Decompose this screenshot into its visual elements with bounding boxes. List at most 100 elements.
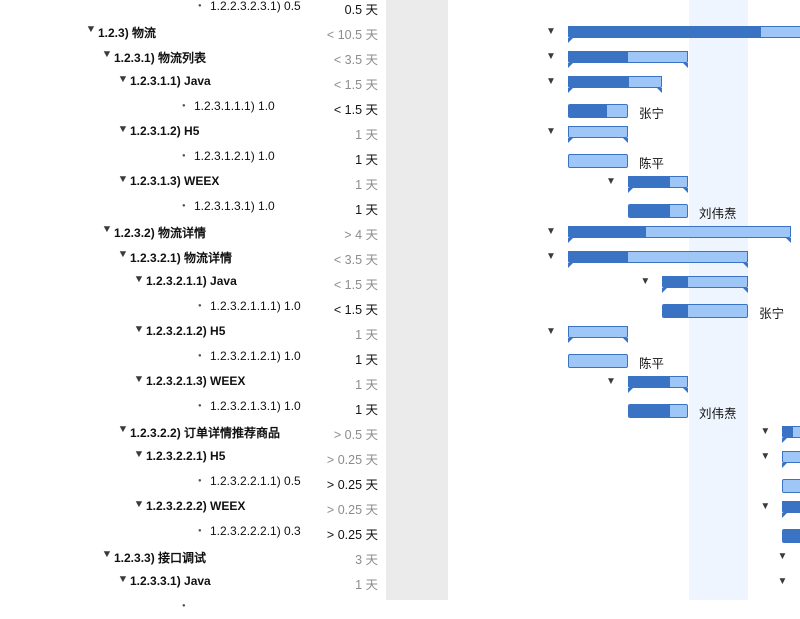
gantt-task-bar[interactable] <box>782 479 800 493</box>
outline-group-row[interactable]: ▼ 1.2.3.2.2.2) WEEX > 0.25 天 <box>0 494 386 519</box>
gantt-collapse-icon[interactable]: ▼ <box>760 426 771 437</box>
task-title[interactable]: 1.2.3) 物流 <box>98 26 157 40</box>
task-duration[interactable]: < 1.5 天 <box>333 78 378 92</box>
outline-task-row[interactable]: ● 1.2.3.2.1.3.1) 1.0 1 天 <box>0 394 386 419</box>
gantt-summary-bar[interactable] <box>782 451 800 463</box>
outline-group-row[interactable]: ▼ 1.2.3.1) 物流列表 < 3.5 天 <box>0 44 386 69</box>
outline-task-row[interactable]: ● 1.2.3.2.2.2.1) 0.3 > 0.25 天 <box>0 519 386 544</box>
task-duration[interactable]: 1 天 <box>355 203 378 217</box>
outline-group-row[interactable]: ▼ 1.2.3.2.1.3) WEEX 1 天 <box>0 369 386 394</box>
task-duration[interactable]: 0.5 天 <box>344 3 378 17</box>
outline-task-row[interactable]: ● <box>0 594 386 619</box>
gantt-collapse-icon[interactable]: ▼ <box>546 326 556 337</box>
gantt-collapse-icon[interactable]: ▼ <box>777 576 788 587</box>
disclosure-triangle-icon[interactable]: ▼ <box>133 374 145 385</box>
task-duration[interactable]: 1 天 <box>355 353 378 367</box>
disclosure-triangle-icon[interactable]: ▼ <box>85 24 97 35</box>
disclosure-triangle-icon[interactable]: ▼ <box>117 574 129 585</box>
outline-group-row[interactable]: ▼ 1.2.3.2.1.1) Java < 1.5 天 <box>0 269 386 294</box>
task-title[interactable]: 1.2.3.2.2.1.1) 0.5 <box>210 474 301 488</box>
gantt-task-bar[interactable] <box>568 154 629 168</box>
gantt-collapse-icon[interactable]: ▼ <box>546 226 556 237</box>
gantt-summary-bar[interactable] <box>628 176 689 188</box>
task-duration[interactable]: 1 天 <box>355 128 378 142</box>
task-title[interactable]: 1.2.3.1.1) Java <box>130 74 211 88</box>
outline-task-row[interactable]: ● 1.2.3.2.1.2.1) 1.0 1 天 <box>0 344 386 369</box>
task-title[interactable]: 1.2.3.2.1.2) H5 <box>146 324 226 338</box>
task-title[interactable]: 1.2.3.2.1.1) Java <box>146 274 237 288</box>
disclosure-triangle-icon[interactable]: ▼ <box>117 74 129 85</box>
task-title[interactable]: 1.2.3.2) 物流详情 <box>114 226 207 240</box>
pane-divider[interactable] <box>386 0 448 600</box>
outline-task-row[interactable]: ● 1.2.3.1.2.1) 1.0 1 天 <box>0 144 386 169</box>
gantt-collapse-icon[interactable]: ▼ <box>760 451 771 462</box>
task-title[interactable]: 1.2.3.2.2.2) WEEX <box>146 499 246 513</box>
task-duration[interactable]: > 0.25 天 <box>326 453 378 467</box>
disclosure-triangle-icon[interactable]: ▼ <box>117 174 129 185</box>
disclosure-triangle-icon[interactable]: ▼ <box>101 549 113 560</box>
task-duration[interactable]: < 10.5 天 <box>326 28 378 42</box>
outline-group-row[interactable]: ▼ 1.2.3.2.1) 物流详情 < 3.5 天 <box>0 244 386 269</box>
task-title[interactable]: 1.2.3.1.2.1) 1.0 <box>194 149 275 163</box>
disclosure-triangle-icon[interactable]: ▼ <box>133 449 145 460</box>
gantt-summary-bar[interactable] <box>568 26 800 38</box>
outline-task-row[interactable]: ● 1.2.3.2.2.1.1) 0.5 > 0.25 天 <box>0 469 386 494</box>
gantt-summary-bar[interactable] <box>662 276 749 288</box>
task-title[interactable]: 1.2.3.2.1) 物流详情 <box>130 251 233 265</box>
outline-task-row[interactable]: ● 1.2.3.1.3.1) 1.0 1 天 <box>0 194 386 219</box>
outline-group-row[interactable]: ▼ 1.2.3) 物流 < 10.5 天 <box>0 19 386 44</box>
task-duration[interactable]: > 0.25 天 <box>326 503 378 517</box>
outline-task-row[interactable]: ● 1.2.3.1.1.1) 1.0 < 1.5 天 <box>0 94 386 119</box>
gantt-collapse-icon[interactable]: ▼ <box>546 26 556 37</box>
gantt-task-bar[interactable] <box>628 204 689 218</box>
task-title[interactable]: 1.2.3.2.2) 订单详情推荐商品 <box>130 426 281 440</box>
task-title[interactable]: 1.2.2.3.2.3.1) 0.5 <box>210 0 301 13</box>
gantt-summary-bar[interactable] <box>568 226 791 238</box>
disclosure-triangle-icon[interactable]: ▼ <box>117 424 129 435</box>
disclosure-triangle-icon[interactable]: ▼ <box>133 274 145 285</box>
gantt-collapse-icon[interactable]: ▼ <box>546 51 556 62</box>
gantt-summary-bar[interactable] <box>628 376 689 388</box>
outline-task-row[interactable]: ● 1.2.2.3.2.3.1) 0.5 0.5 天 <box>0 0 386 19</box>
task-duration[interactable]: < 3.5 天 <box>333 53 378 67</box>
disclosure-triangle-icon[interactable]: ▼ <box>133 499 145 510</box>
disclosure-triangle-icon[interactable]: ▼ <box>101 49 113 60</box>
gantt-summary-bar[interactable] <box>568 251 749 263</box>
gantt-summary-bar[interactable] <box>568 51 689 63</box>
outline-group-row[interactable]: ▼ 1.2.3.1.3) WEEX 1 天 <box>0 169 386 194</box>
task-title[interactable]: 1.2.3.2.2.2.1) 0.3 <box>210 524 301 538</box>
task-title[interactable]: 1.2.3.3) 接口调试 <box>114 551 207 565</box>
disclosure-triangle-icon[interactable]: ▼ <box>133 324 145 335</box>
task-title[interactable]: 1.2.3.2.1.3) WEEX <box>146 374 246 388</box>
task-title[interactable]: 1.2.3.1.2) H5 <box>130 124 200 138</box>
task-duration[interactable]: 3 天 <box>355 553 378 567</box>
outline-group-row[interactable]: ▼ 1.2.3.2) 物流详情 > 4 天 <box>0 219 386 244</box>
gantt-collapse-icon[interactable]: ▼ <box>760 501 771 512</box>
outline-group-row[interactable]: ▼ 1.2.3.1.1) Java < 1.5 天 <box>0 69 386 94</box>
task-title[interactable]: 1.2.3.3.1) Java <box>130 574 211 588</box>
task-title[interactable]: 1.2.3.2.2.1) H5 <box>146 449 226 463</box>
gantt-task-bar[interactable] <box>568 104 629 118</box>
task-title[interactable]: 1.2.3.1.3.1) 1.0 <box>194 199 275 213</box>
task-duration[interactable]: 1 天 <box>355 178 378 192</box>
disclosure-triangle-icon[interactable]: ▼ <box>117 249 129 260</box>
gantt-collapse-icon[interactable]: ▼ <box>606 176 616 187</box>
task-title[interactable]: 1.2.3.1) 物流列表 <box>114 51 207 65</box>
gantt-collapse-icon[interactable]: ▼ <box>640 276 651 287</box>
disclosure-triangle-icon[interactable]: ▼ <box>117 124 129 135</box>
task-duration[interactable]: 1 天 <box>355 328 378 342</box>
task-duration[interactable]: 1 天 <box>355 378 378 392</box>
gantt-collapse-icon[interactable]: ▼ <box>546 126 556 137</box>
task-duration[interactable]: > 0.25 天 <box>326 478 378 492</box>
gantt-summary-bar[interactable] <box>568 126 629 138</box>
task-duration[interactable]: < 1.5 天 <box>333 103 378 117</box>
task-duration[interactable]: > 0.5 天 <box>333 428 378 442</box>
outline-task-row[interactable]: ● 1.2.3.2.1.1.1) 1.0 < 1.5 天 <box>0 294 386 319</box>
outline-group-row[interactable]: ▼ 1.2.3.3.1) Java 1 天 <box>0 569 386 594</box>
gantt-summary-bar[interactable] <box>782 501 800 513</box>
task-duration[interactable]: 1 天 <box>355 403 378 417</box>
outline-group-row[interactable]: ▼ 1.2.3.2.2) 订单详情推荐商品 > 0.5 天 <box>0 419 386 444</box>
task-duration[interactable]: > 4 天 <box>344 228 378 242</box>
task-title[interactable]: 1.2.3.2.1.2.1) 1.0 <box>210 349 301 363</box>
task-duration[interactable]: < 3.5 天 <box>333 253 378 267</box>
